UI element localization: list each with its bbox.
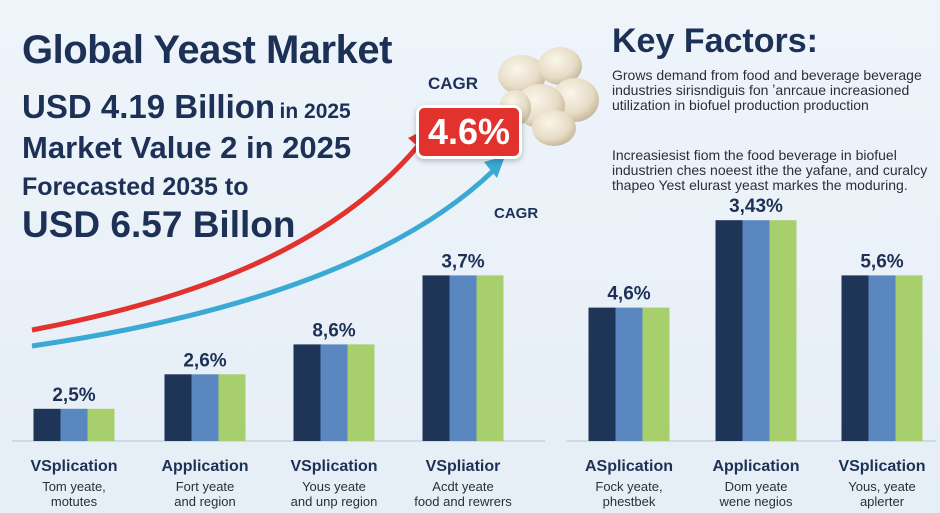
bar-sublabel: Fock yeate, (595, 479, 662, 494)
bar-segment (615, 307, 643, 441)
bar-sublabel: Yous, yeate (848, 479, 915, 494)
bar-sublabel: Dom yeate (725, 479, 788, 494)
bar-sublabel: Yous yeate (302, 479, 366, 494)
bar-sublabel: and unp region (291, 494, 378, 509)
bar-value-label: 3,7% (441, 251, 484, 272)
bar-value-label: 4,6% (607, 284, 650, 305)
market-value-caption: Market Value 2 in 2025 (22, 130, 352, 165)
bar-sublabel: motutes (51, 494, 98, 509)
key-factor-paragraph-2: Increasiesist fiom the food beverage in … (612, 147, 928, 193)
bar-segment (87, 408, 115, 441)
market-value-year: in 2025 (279, 100, 351, 123)
bar-segment (449, 275, 477, 441)
key-factor-paragraph-1: Grows demand from food and beverage beve… (612, 67, 922, 113)
bar-segment (293, 344, 321, 441)
bar-segment (642, 307, 670, 441)
bar-segment (422, 275, 450, 441)
bar-segment (588, 307, 616, 441)
right-bar-chart: 4,6% ASplication Fock yeate,phestbek 3,43% A… (585, 196, 926, 509)
cyan-trend-arrow (31, 168, 496, 349)
bar-segment (868, 275, 896, 441)
key-factors-title: Key Factors: (612, 22, 818, 60)
cagr-badge: 4.6% (416, 105, 522, 159)
forecast-caption: Forecasted 2035 to (22, 173, 249, 201)
bar-category-label: Application (712, 458, 799, 475)
bar-segment (476, 275, 504, 441)
cagr-label-top: CAGR (428, 74, 479, 93)
bar-sublabel: and region (174, 494, 235, 509)
bar-value-label: 5,6% (860, 251, 903, 272)
bar-segment (320, 344, 348, 441)
bar-segment (218, 374, 246, 441)
bar-segment (895, 275, 923, 441)
red-trend-arrow (31, 144, 420, 333)
bar-category-label: VSplication (30, 458, 117, 475)
bar-sublabel: phestbek (603, 494, 656, 509)
cyan-arrow-head (484, 156, 505, 178)
bar-value-label: 8,6% (312, 320, 355, 341)
bar-sublabel: food and rewrers (414, 494, 512, 509)
bar-segment (164, 374, 192, 441)
bar-sublabel: aplerter (860, 494, 905, 509)
bar-segment (191, 374, 219, 441)
bar-segment (347, 344, 375, 441)
bar-segment (715, 220, 743, 441)
bar-category-label: VSplication (838, 458, 925, 475)
bar-category-label: Application (161, 458, 248, 475)
bar-segment (33, 408, 61, 441)
bar-sublabel: wene negios (719, 494, 793, 509)
bar-segment (769, 220, 797, 441)
bar-sublabel: Fort yeate (176, 479, 235, 494)
market-value-amount: USD 4.19 Billion (22, 88, 276, 125)
bar-sublabel: Acdt yeate (432, 479, 493, 494)
bar-category-label: VSplication (290, 458, 377, 475)
market-value-line: USD 4.19 Billion in 2025 (22, 88, 351, 126)
bar-category-label: ASplication (585, 458, 673, 475)
cagr-label-bottom: CAGR (494, 205, 539, 222)
forecast-value: USD 6.57 Billon (22, 204, 296, 245)
bar-segment (841, 275, 869, 441)
bar-value-label: 2,6% (183, 350, 226, 371)
left-bar-chart: 2,5% VSplication Tom yeate,motutes 2,6% Appl… (30, 251, 512, 509)
bar-value-label: 2,5% (52, 385, 95, 406)
page-title: Global Yeast Market (22, 28, 392, 72)
bar-value-label: 3,43% (729, 196, 783, 217)
bar-segment (60, 408, 88, 441)
bar-category-label: VSpliatior (426, 458, 501, 475)
bar-segment (742, 220, 770, 441)
bar-sublabel: Tom yeate, (42, 479, 106, 494)
